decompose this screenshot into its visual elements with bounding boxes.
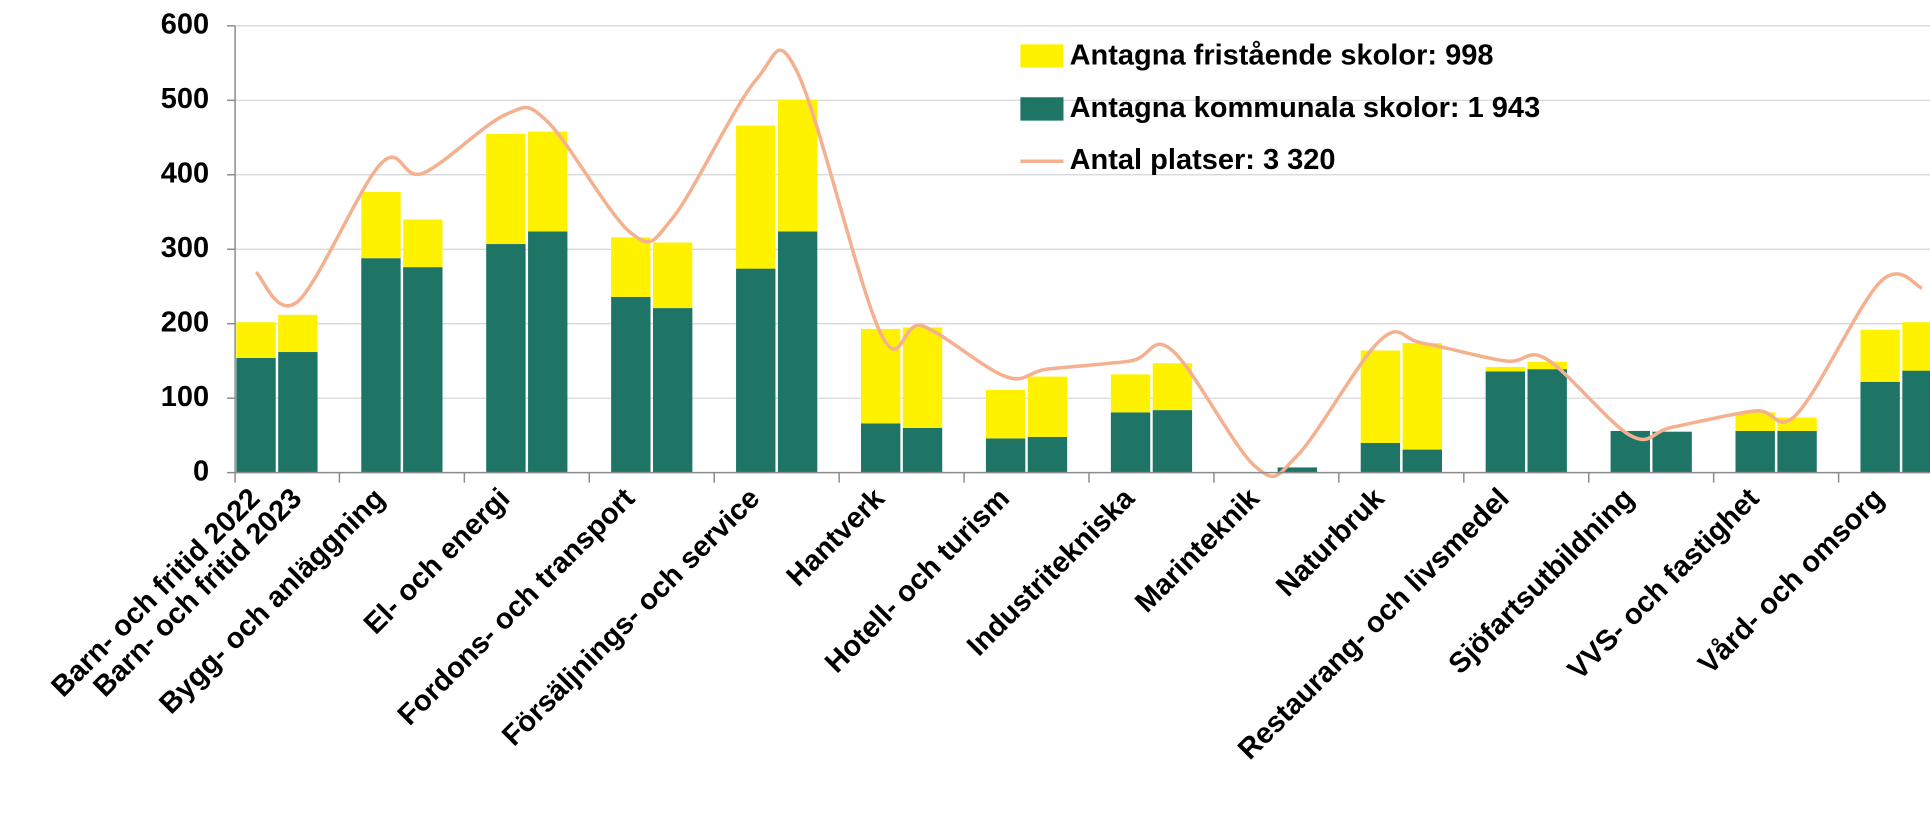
bar-segment bbox=[1527, 361, 1567, 370]
bar-segment bbox=[1402, 343, 1442, 450]
bar-segment bbox=[611, 237, 651, 297]
y-tick-label: 300 bbox=[161, 232, 209, 264]
x-tick-label: Försäljnings- och service bbox=[496, 482, 766, 752]
y-tick-label: 400 bbox=[161, 157, 209, 189]
bar-segment bbox=[403, 267, 443, 473]
bar-segment bbox=[1027, 376, 1068, 437]
bar-segment bbox=[902, 327, 943, 428]
bar-segment bbox=[486, 244, 526, 473]
bar-segment bbox=[985, 389, 1026, 439]
bar-segment bbox=[1360, 442, 1401, 473]
y-tick-label: 100 bbox=[161, 381, 209, 413]
bar-segment bbox=[1360, 350, 1401, 443]
bar-segment bbox=[1152, 363, 1193, 411]
bar-segment bbox=[1860, 329, 1900, 382]
plot-area bbox=[236, 48, 1930, 479]
bar-segment bbox=[1735, 430, 1775, 473]
y-tick-label: 500 bbox=[161, 83, 209, 115]
bar-segment bbox=[278, 314, 318, 353]
y-tick-label: 0 bbox=[193, 455, 209, 487]
bar-segment bbox=[860, 328, 901, 424]
bar-segment bbox=[1777, 417, 1817, 431]
bar-segment bbox=[1277, 467, 1318, 473]
bar-segment bbox=[652, 242, 693, 309]
bar-segment bbox=[1402, 449, 1442, 473]
y-tick-label: 200 bbox=[161, 306, 209, 338]
line-series bbox=[254, 48, 1923, 479]
bar-segment bbox=[1652, 431, 1692, 473]
bar-segment bbox=[736, 125, 776, 269]
legend-swatch bbox=[1020, 97, 1064, 121]
bar-segment bbox=[528, 231, 568, 473]
bar-segment bbox=[528, 131, 568, 232]
x-tick-label: Fordons- och transport bbox=[392, 482, 642, 732]
legend-label: Antagna kommunala skolor: 1 943 bbox=[1070, 92, 1541, 124]
bar-segment bbox=[1485, 371, 1526, 473]
bar-segment bbox=[1152, 410, 1193, 473]
bar-segment bbox=[1027, 436, 1068, 473]
bar-segment bbox=[361, 258, 401, 473]
bar-segment bbox=[1110, 412, 1151, 473]
x-tick-label: Restaurang- och livsmedel bbox=[1232, 482, 1516, 766]
bar-segment bbox=[652, 308, 693, 473]
bar-segment bbox=[736, 268, 776, 473]
bar-segment bbox=[611, 296, 651, 473]
x-tick-label: Hantverk bbox=[781, 482, 892, 593]
legend-label: Antal platser: 3 320 bbox=[1070, 144, 1336, 176]
bar-segment bbox=[1485, 366, 1526, 372]
x-tick-label: Marinteknik bbox=[1129, 482, 1266, 619]
x-tick-label: Barn- och fritid 2022 bbox=[45, 482, 266, 703]
bar-segment bbox=[1735, 412, 1775, 431]
bar-segment bbox=[860, 423, 901, 473]
bar-segment bbox=[1860, 381, 1900, 473]
legend-label: Antagna fristående skolor: 998 bbox=[1070, 39, 1494, 71]
bar-segment bbox=[278, 352, 318, 473]
bar-segment bbox=[1777, 430, 1817, 473]
bar-segment bbox=[985, 438, 1026, 473]
legend-swatch bbox=[1020, 44, 1064, 68]
bar-segment bbox=[1110, 374, 1151, 413]
bar-segment bbox=[1902, 370, 1930, 473]
bar-segment bbox=[1527, 369, 1567, 473]
bar-segment bbox=[1902, 322, 1930, 371]
bar-segment bbox=[777, 99, 818, 232]
bar-segment bbox=[777, 231, 818, 473]
bar-segment bbox=[486, 133, 526, 245]
bar-segment bbox=[902, 427, 943, 473]
bar-segment bbox=[361, 191, 401, 259]
y-tick-label: 600 bbox=[161, 9, 209, 41]
bar-segment bbox=[403, 219, 443, 268]
bar-segment bbox=[236, 357, 276, 473]
x-tick-label: Naturbruk bbox=[1270, 482, 1391, 603]
bar-segment bbox=[236, 322, 276, 358]
